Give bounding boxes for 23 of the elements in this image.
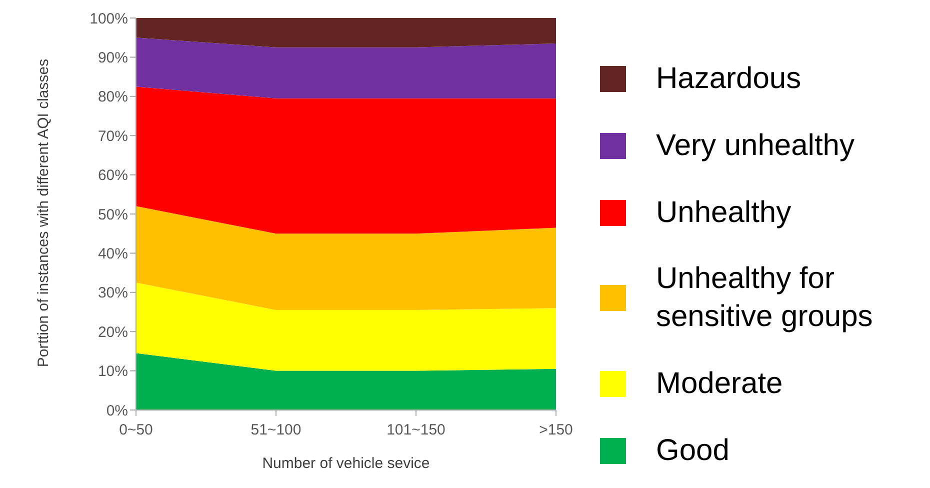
- y-tick-label: 0%: [106, 402, 128, 420]
- legend-label: Unhealthy: [656, 194, 792, 231]
- y-axis-title: Porttion of instances with different AQI classes: [34, 58, 53, 370]
- y-tick-label: 50%: [98, 206, 128, 224]
- x-tick-label: 51~100: [250, 422, 302, 439]
- legend-label: Good: [656, 432, 730, 469]
- y-tick-label: 70%: [98, 128, 128, 145]
- y-tick-label: 20%: [98, 324, 128, 341]
- y-tick-label: 90%: [98, 50, 128, 67]
- legend-label: Hazardous: [656, 61, 802, 97]
- x-axis-title: Number of vehicle sevice: [262, 455, 430, 472]
- legend-label: Unhealthy for sensitive groups: [656, 261, 874, 336]
- x-tick-label: 0~50: [119, 422, 153, 439]
- x-tick-label: 101~150: [386, 422, 446, 439]
- y-tick-label: 100%: [90, 10, 128, 28]
- y-tick-label: 40%: [98, 246, 128, 263]
- legend-label: Moderate: [656, 366, 784, 402]
- y-tick-label: 30%: [98, 284, 128, 302]
- y-tick-label: 80%: [98, 88, 128, 106]
- y-tick-label: 60%: [98, 167, 128, 184]
- x-tick-label: >150: [539, 422, 573, 439]
- legend-label: Very unhealthy: [656, 128, 856, 164]
- y-tick-label: 10%: [98, 363, 128, 380]
